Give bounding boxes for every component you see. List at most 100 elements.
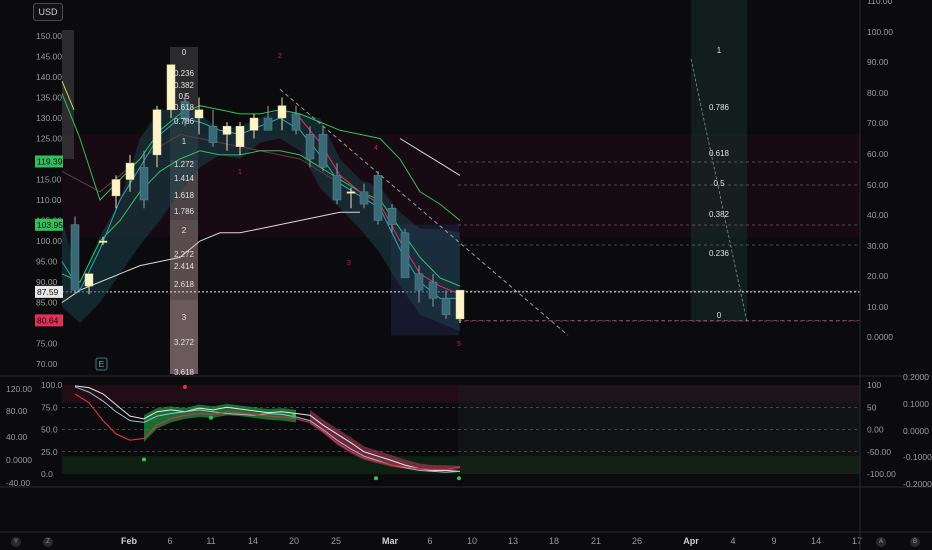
- candle-body: [455, 289, 465, 320]
- price-tag-bg: [35, 314, 63, 327]
- osc-inner-tick: 75.0: [41, 402, 58, 412]
- fib-ext-label: 2.414: [174, 262, 195, 271]
- osc-right-tick: 100: [867, 380, 881, 390]
- osc-far-right-tick: 0.0000: [903, 426, 929, 436]
- left-price-tick: 115.00: [36, 175, 62, 185]
- candle: [400, 228, 410, 279]
- osc-far-right-tick: 0.2000: [903, 372, 929, 382]
- right-price-tick: 50.00: [867, 180, 889, 190]
- osc-inner-tick: 25.0: [41, 447, 58, 457]
- x-tick: 4: [730, 536, 735, 546]
- price-tag: 80.64: [35, 314, 63, 327]
- earnings-marker: E: [95, 357, 108, 371]
- osc-right-tick: -50.00: [867, 447, 891, 457]
- osc-inner-tick: 50.0: [41, 425, 58, 435]
- left-price-tick: 90.00: [36, 277, 58, 287]
- candlestick-series[interactable]: [70, 64, 465, 323]
- fib-ext-label: 3: [182, 313, 187, 322]
- osc-dot: [292, 413, 296, 418]
- fib-ext-label: 3.618: [174, 368, 195, 377]
- osc-dot: [457, 476, 461, 481]
- corner-button-y[interactable]: Y: [11, 537, 21, 547]
- x-tick: Apr: [683, 536, 699, 546]
- cloud-band: [62, 109, 460, 332]
- left-price-tick: 70.00: [36, 359, 58, 369]
- x-tick: 11: [206, 536, 215, 546]
- corner-button-a[interactable]: A: [876, 537, 886, 547]
- candle: [249, 113, 259, 139]
- candle-body: [111, 179, 121, 197]
- candle-body: [305, 134, 315, 160]
- candle: [263, 105, 273, 131]
- price-tag-bg: [35, 218, 63, 231]
- osc-inner-tick: 100.0: [41, 380, 63, 390]
- candle: [455, 289, 465, 323]
- ma-teal: [61, 117, 460, 299]
- ma-white: [61, 211, 360, 303]
- price-tag-value: 80.64: [37, 315, 59, 325]
- candle-body: [125, 162, 135, 180]
- candle: [414, 265, 424, 303]
- overbought-zone: [62, 385, 860, 403]
- candle: [208, 109, 218, 147]
- earnings-box: [95, 357, 108, 371]
- x-tick: 9: [771, 536, 776, 546]
- candle: [318, 126, 328, 172]
- fib-ext-label: 0: [182, 48, 187, 57]
- left-price-tick: 75.00: [36, 339, 58, 349]
- price-tag: 119.39: [35, 155, 63, 168]
- fib-ext-label: 0.5: [178, 92, 190, 101]
- candle-body: [387, 207, 397, 225]
- candle-body: [291, 113, 301, 131]
- right-price-tick: 60.00: [867, 149, 889, 159]
- fib-levels[interactable]: 0 0.236 0.382 0.5 0.618 0.786 1 1.272 1.414 1.618…: [95, 46, 730, 377]
- currency-button[interactable]: USD: [33, 3, 63, 21]
- fib-extension-band-2: [170, 220, 198, 300]
- wave-label: 2: [278, 53, 282, 60]
- fib-ext-label: 2.618: [174, 280, 195, 289]
- corner-button-z[interactable]: Z: [43, 537, 53, 547]
- candle: [125, 154, 135, 192]
- osc-series-2: [74, 393, 461, 471]
- candle-body: [208, 125, 218, 143]
- candle-body: [98, 240, 108, 243]
- candle-body: [84, 273, 94, 287]
- x-tick: 25: [331, 536, 341, 546]
- price-tag: 87.59: [35, 285, 63, 298]
- candle-body: [194, 109, 204, 119]
- price-tag: 103.95: [35, 218, 63, 231]
- right-price-tick: 20.00: [867, 271, 889, 281]
- candle-body: [318, 134, 328, 168]
- candle: [441, 290, 451, 319]
- fib-ext-label: 1.786: [174, 207, 195, 216]
- candle: [152, 105, 162, 168]
- corner-button-b[interactable]: B: [910, 537, 920, 547]
- x-tick: 6: [427, 536, 432, 546]
- candle-body: [414, 273, 424, 291]
- candle-body: [152, 109, 162, 156]
- candle: [305, 126, 315, 168]
- price-tag-bg: [35, 285, 63, 298]
- x-tick: 14: [248, 536, 258, 546]
- fib-ext-label: 2: [182, 226, 187, 235]
- left-price-tick: 100.00: [36, 236, 62, 246]
- fib-ret-label: 0.236: [709, 249, 730, 258]
- osc-right-tick: -100.00: [867, 469, 896, 479]
- left-price-tick: 140.00: [36, 72, 62, 82]
- left-price-tick: 110.00: [36, 195, 62, 205]
- fib-ext-label: 1.414: [174, 174, 195, 183]
- right-price-tick: 80.00: [867, 88, 889, 98]
- left-price-tick: 95.00: [36, 257, 58, 267]
- price-tag-value: 103.95: [37, 220, 63, 230]
- candle-body: [428, 281, 438, 299]
- fib-ext-label: 3.272: [174, 338, 195, 347]
- right-price-tick: 100.00: [867, 27, 893, 37]
- candle: [387, 204, 397, 233]
- candle: [70, 216, 80, 295]
- left-price-tick: 150.00: [36, 31, 62, 41]
- osc-left-tick: 120.00: [6, 384, 32, 394]
- trend-line: [279, 88, 569, 336]
- x-tick: 10: [467, 536, 477, 546]
